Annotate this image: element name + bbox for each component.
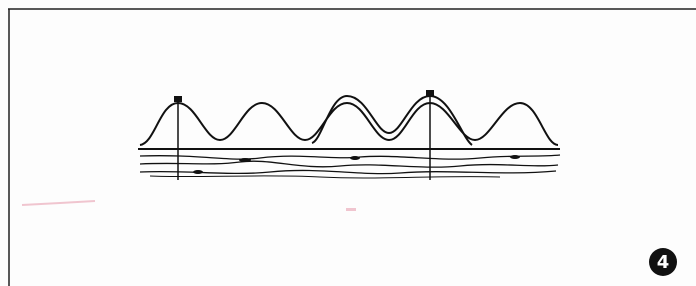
scan-mark (346, 208, 356, 211)
paper (0, 0, 696, 286)
figure-number: 4 (657, 252, 670, 273)
page: {"figure": {"label": "4"}} 4 (() => { co… (0, 0, 696, 286)
fastener-head (174, 96, 182, 102)
knot (510, 155, 520, 159)
knot (239, 158, 251, 162)
diagram: 4 (0, 0, 696, 286)
knot (350, 156, 360, 160)
fastener-head (426, 90, 434, 96)
knot (193, 170, 203, 174)
